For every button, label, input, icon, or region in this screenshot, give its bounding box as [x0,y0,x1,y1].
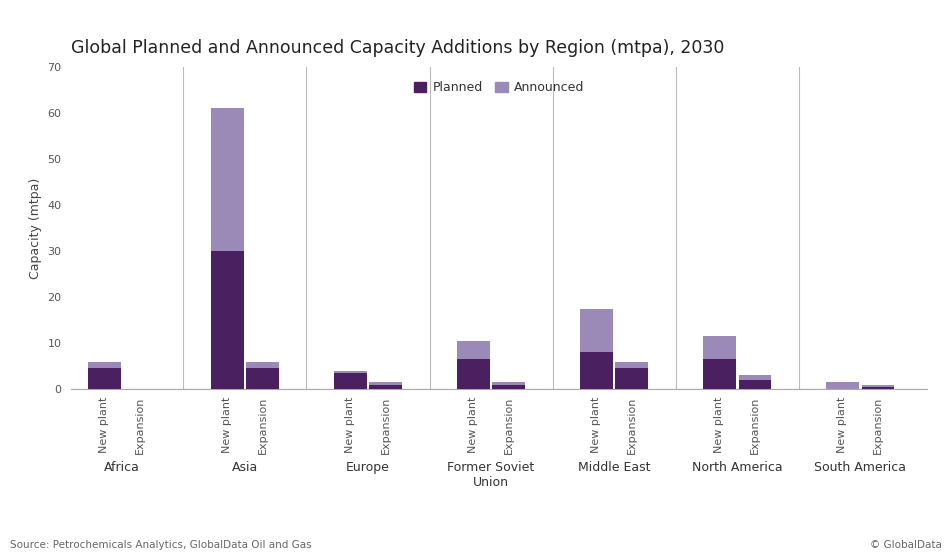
Bar [580,309,612,353]
Bar [862,387,894,389]
Bar [211,251,243,389]
Bar [456,341,490,359]
Bar [456,359,490,389]
Bar [739,375,771,380]
Bar [211,108,243,251]
Bar [87,361,121,369]
Text: Europe: Europe [346,461,390,474]
Bar [862,385,894,387]
Bar [246,361,280,369]
Bar [334,373,367,389]
Bar [369,383,402,385]
Legend: Planned, Announced: Planned, Announced [409,76,590,100]
Text: Asia: Asia [232,461,258,474]
Bar [826,383,859,389]
Bar [615,369,649,389]
Bar [615,361,649,369]
Text: Africa: Africa [104,461,140,474]
Text: © GlobalData: © GlobalData [869,540,941,550]
Bar [369,385,402,389]
Bar [703,336,736,359]
Bar [87,369,121,389]
Text: Source: Petrochemicals Analytics, GlobalData Oil and Gas: Source: Petrochemicals Analytics, Global… [10,540,311,550]
Bar [580,353,612,389]
Text: Middle East: Middle East [578,461,650,474]
Y-axis label: Capacity (mtpa): Capacity (mtpa) [29,177,42,279]
Bar [703,359,736,389]
Text: South America: South America [814,461,906,474]
Bar [493,385,525,389]
Bar [739,380,771,389]
Bar [334,371,367,373]
Bar [493,383,525,385]
Text: North America: North America [692,461,783,474]
Bar [246,369,280,389]
Text: Former Soviet
Union: Former Soviet Union [448,461,534,489]
Text: Global Planned and Announced Capacity Additions by Region (mtpa), 2030: Global Planned and Announced Capacity Ad… [71,39,725,57]
